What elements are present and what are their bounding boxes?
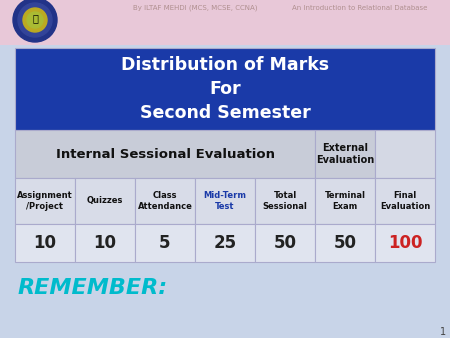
- Text: 10: 10: [33, 234, 57, 252]
- Circle shape: [27, 12, 43, 28]
- Text: By ILTAF MEHDI (MCS, MCSE, CCNA): By ILTAF MEHDI (MCS, MCSE, CCNA): [133, 5, 257, 11]
- Text: Terminal
Exam: Terminal Exam: [324, 191, 365, 211]
- Bar: [375, 130, 435, 178]
- Circle shape: [23, 8, 47, 32]
- Text: Mid-Term
Test: Mid-Term Test: [203, 191, 247, 211]
- Text: Final
Evaluation: Final Evaluation: [380, 191, 430, 211]
- Text: 🎓: 🎓: [32, 13, 38, 23]
- Bar: [315, 224, 375, 262]
- Circle shape: [18, 3, 52, 37]
- Text: Quizzes: Quizzes: [87, 196, 123, 206]
- Text: Total
Sessional: Total Sessional: [262, 191, 307, 211]
- Bar: [15, 224, 75, 262]
- Bar: [375, 224, 435, 262]
- Bar: [255, 178, 315, 224]
- Bar: [0, 0, 450, 45]
- Text: Class
Attendance: Class Attendance: [138, 191, 193, 211]
- Bar: [195, 178, 255, 224]
- Text: 100: 100: [388, 234, 422, 252]
- Bar: [75, 178, 135, 224]
- Bar: [195, 224, 255, 262]
- Text: 10: 10: [94, 234, 117, 252]
- Text: Assignment
/Project: Assignment /Project: [17, 191, 73, 211]
- Text: 1: 1: [440, 327, 446, 337]
- Bar: [15, 130, 315, 178]
- Text: Distribution of Marks
For
Second Semester: Distribution of Marks For Second Semeste…: [121, 56, 329, 122]
- Bar: [0, 45, 450, 338]
- Bar: [15, 178, 75, 224]
- Text: REMEMBER:: REMEMBER:: [18, 278, 168, 298]
- Bar: [315, 178, 375, 224]
- Text: Internal Sessional Evaluation: Internal Sessional Evaluation: [55, 147, 274, 161]
- Text: 50: 50: [274, 234, 297, 252]
- Bar: [135, 178, 195, 224]
- Bar: [375, 178, 435, 224]
- Text: 5: 5: [159, 234, 171, 252]
- Text: 50: 50: [333, 234, 356, 252]
- Bar: [315, 130, 375, 178]
- Circle shape: [13, 0, 57, 42]
- Bar: [135, 224, 195, 262]
- Text: 25: 25: [213, 234, 237, 252]
- Text: External
Evaluation: External Evaluation: [316, 143, 374, 165]
- Bar: [15, 48, 435, 130]
- Bar: [75, 224, 135, 262]
- Bar: [255, 224, 315, 262]
- Text: An Introduction to Relational Database: An Introduction to Relational Database: [292, 5, 428, 11]
